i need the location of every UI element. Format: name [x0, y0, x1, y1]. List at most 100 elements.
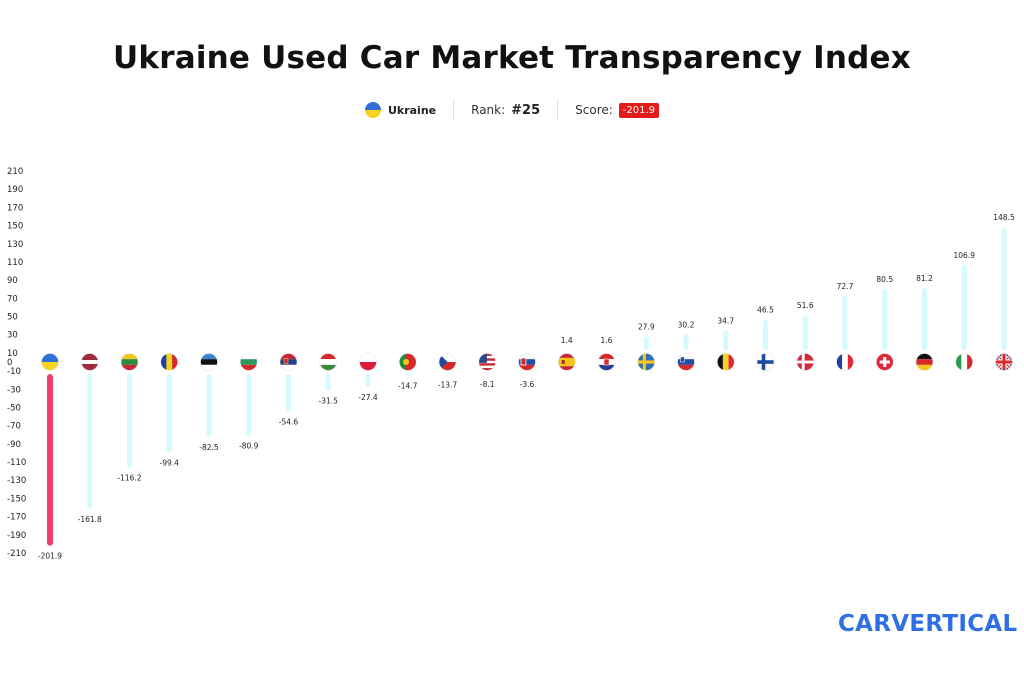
value-label: -161.8	[78, 515, 102, 524]
bar	[763, 319, 768, 350]
value-label: 46.5	[757, 306, 774, 315]
bar	[1001, 226, 1007, 350]
ukraine-flag-icon	[364, 102, 381, 118]
czech-flag-icon	[439, 353, 456, 371]
bar	[683, 334, 689, 350]
belgium-flag-icon	[717, 353, 735, 371]
y-tick-label: 10	[7, 349, 18, 359]
y-tick-label: -50	[7, 403, 21, 413]
y-tick-label: -30	[7, 385, 21, 395]
divider	[557, 99, 559, 121]
score-label: Score:	[575, 103, 613, 117]
italy-flag-icon	[955, 353, 973, 371]
value-label: -8.1	[480, 380, 495, 389]
y-tick-label: 30	[7, 331, 18, 341]
carvertical-logo: CARVERTICAL	[838, 611, 1018, 637]
rank-info: Rank: #25	[454, 103, 557, 118]
country-name: Ukraine	[387, 103, 437, 117]
y-tick-label: 70	[7, 294, 18, 304]
value-label: 72.7	[837, 282, 854, 291]
bar	[206, 374, 212, 438]
rank-label: Rank:	[471, 103, 506, 117]
value-label: 34.7	[717, 316, 734, 325]
hungary-flag-icon	[319, 353, 337, 371]
value-label: 148.5	[993, 213, 1015, 222]
bar	[127, 374, 132, 468]
bar	[166, 374, 172, 453]
estonia-flag-icon	[200, 353, 218, 371]
value-label: -82.5	[199, 443, 219, 452]
value-label: 1.6	[601, 336, 613, 345]
value-label: -3.6	[520, 380, 535, 389]
y-tick-label: 150	[7, 222, 23, 232]
romania-flag-icon	[160, 353, 178, 371]
divider	[453, 99, 455, 121]
y-tick-label: 110	[7, 258, 23, 268]
value-label: 81.2	[916, 274, 933, 283]
y-tick-label: -210	[7, 549, 26, 559]
lithuania-flag-icon	[121, 353, 138, 371]
bar	[286, 374, 291, 412]
y-tick-label: 170	[7, 203, 23, 213]
score-badge: -201.9	[618, 102, 660, 118]
value-label: 30.2	[678, 321, 695, 330]
country-legend: Ukraine	[348, 102, 453, 118]
value-label: -201.9	[38, 552, 62, 561]
bar	[643, 336, 649, 350]
france-flag-icon	[836, 353, 854, 371]
y-tick-label: -170	[7, 513, 26, 523]
bar	[325, 374, 331, 391]
bulgaria-flag-icon	[240, 353, 258, 371]
y-tick-label: -110	[7, 458, 26, 468]
chart-title: Ukraine Used Car Market Transparency Ind…	[113, 40, 911, 76]
info-bar: Ukraine Rank: #25 Score: -201.9	[0, 98, 1024, 122]
y-tick-label: 130	[7, 240, 23, 250]
y-tick-label: 90	[7, 276, 18, 286]
score-info: Score: -201.9	[558, 102, 676, 118]
y-tick-label: -90	[7, 440, 21, 450]
value-label: -54.6	[279, 418, 299, 427]
value-label: -31.5	[319, 397, 339, 406]
bar	[882, 288, 888, 350]
y-tick-label: -130	[7, 476, 26, 486]
y-tick-label: -190	[7, 531, 26, 541]
value-label: -80.9	[239, 442, 259, 451]
y-tick-label: 210	[7, 167, 23, 177]
bar	[47, 374, 53, 546]
bar	[802, 315, 808, 350]
uk-flag-icon	[995, 353, 1013, 371]
sweden-flag-icon	[637, 353, 655, 371]
usa-flag-icon	[478, 353, 496, 371]
bar	[246, 374, 252, 436]
y-tick-label: 190	[7, 185, 23, 195]
germany-flag-icon	[916, 353, 933, 371]
bar	[365, 374, 371, 387]
bar	[842, 295, 848, 350]
value-label: -14.7	[398, 381, 418, 390]
value-label: 106.9	[954, 251, 976, 260]
value-label: 1.4	[561, 336, 573, 345]
portugal-flag-icon	[399, 353, 417, 371]
spain-flag-icon	[558, 353, 576, 371]
value-label: 80.5	[876, 275, 893, 284]
slovakia-flag-icon	[518, 353, 536, 371]
rank-value: #25	[511, 102, 541, 118]
bar	[405, 374, 411, 376]
slovenia-flag-icon	[677, 353, 695, 371]
serbia-flag-icon	[280, 353, 297, 371]
y-tick-label: 0	[7, 358, 12, 368]
y-tick-label: -70	[7, 422, 21, 432]
y-tick-label: -10	[7, 367, 21, 377]
bar	[723, 330, 729, 350]
value-label: -27.4	[358, 393, 378, 402]
y-tick-label: 50	[7, 313, 18, 323]
y-tick-label: -150	[7, 494, 26, 504]
croatia-flag-icon	[598, 353, 615, 371]
latvia-flag-icon	[81, 353, 99, 371]
poland-flag-icon	[359, 353, 377, 371]
finland-flag-icon	[757, 353, 774, 371]
value-label: -116.2	[117, 474, 141, 483]
switzerland-flag-icon	[876, 353, 894, 371]
denmark-flag-icon	[796, 353, 814, 371]
value-label: -13.7	[438, 380, 458, 389]
